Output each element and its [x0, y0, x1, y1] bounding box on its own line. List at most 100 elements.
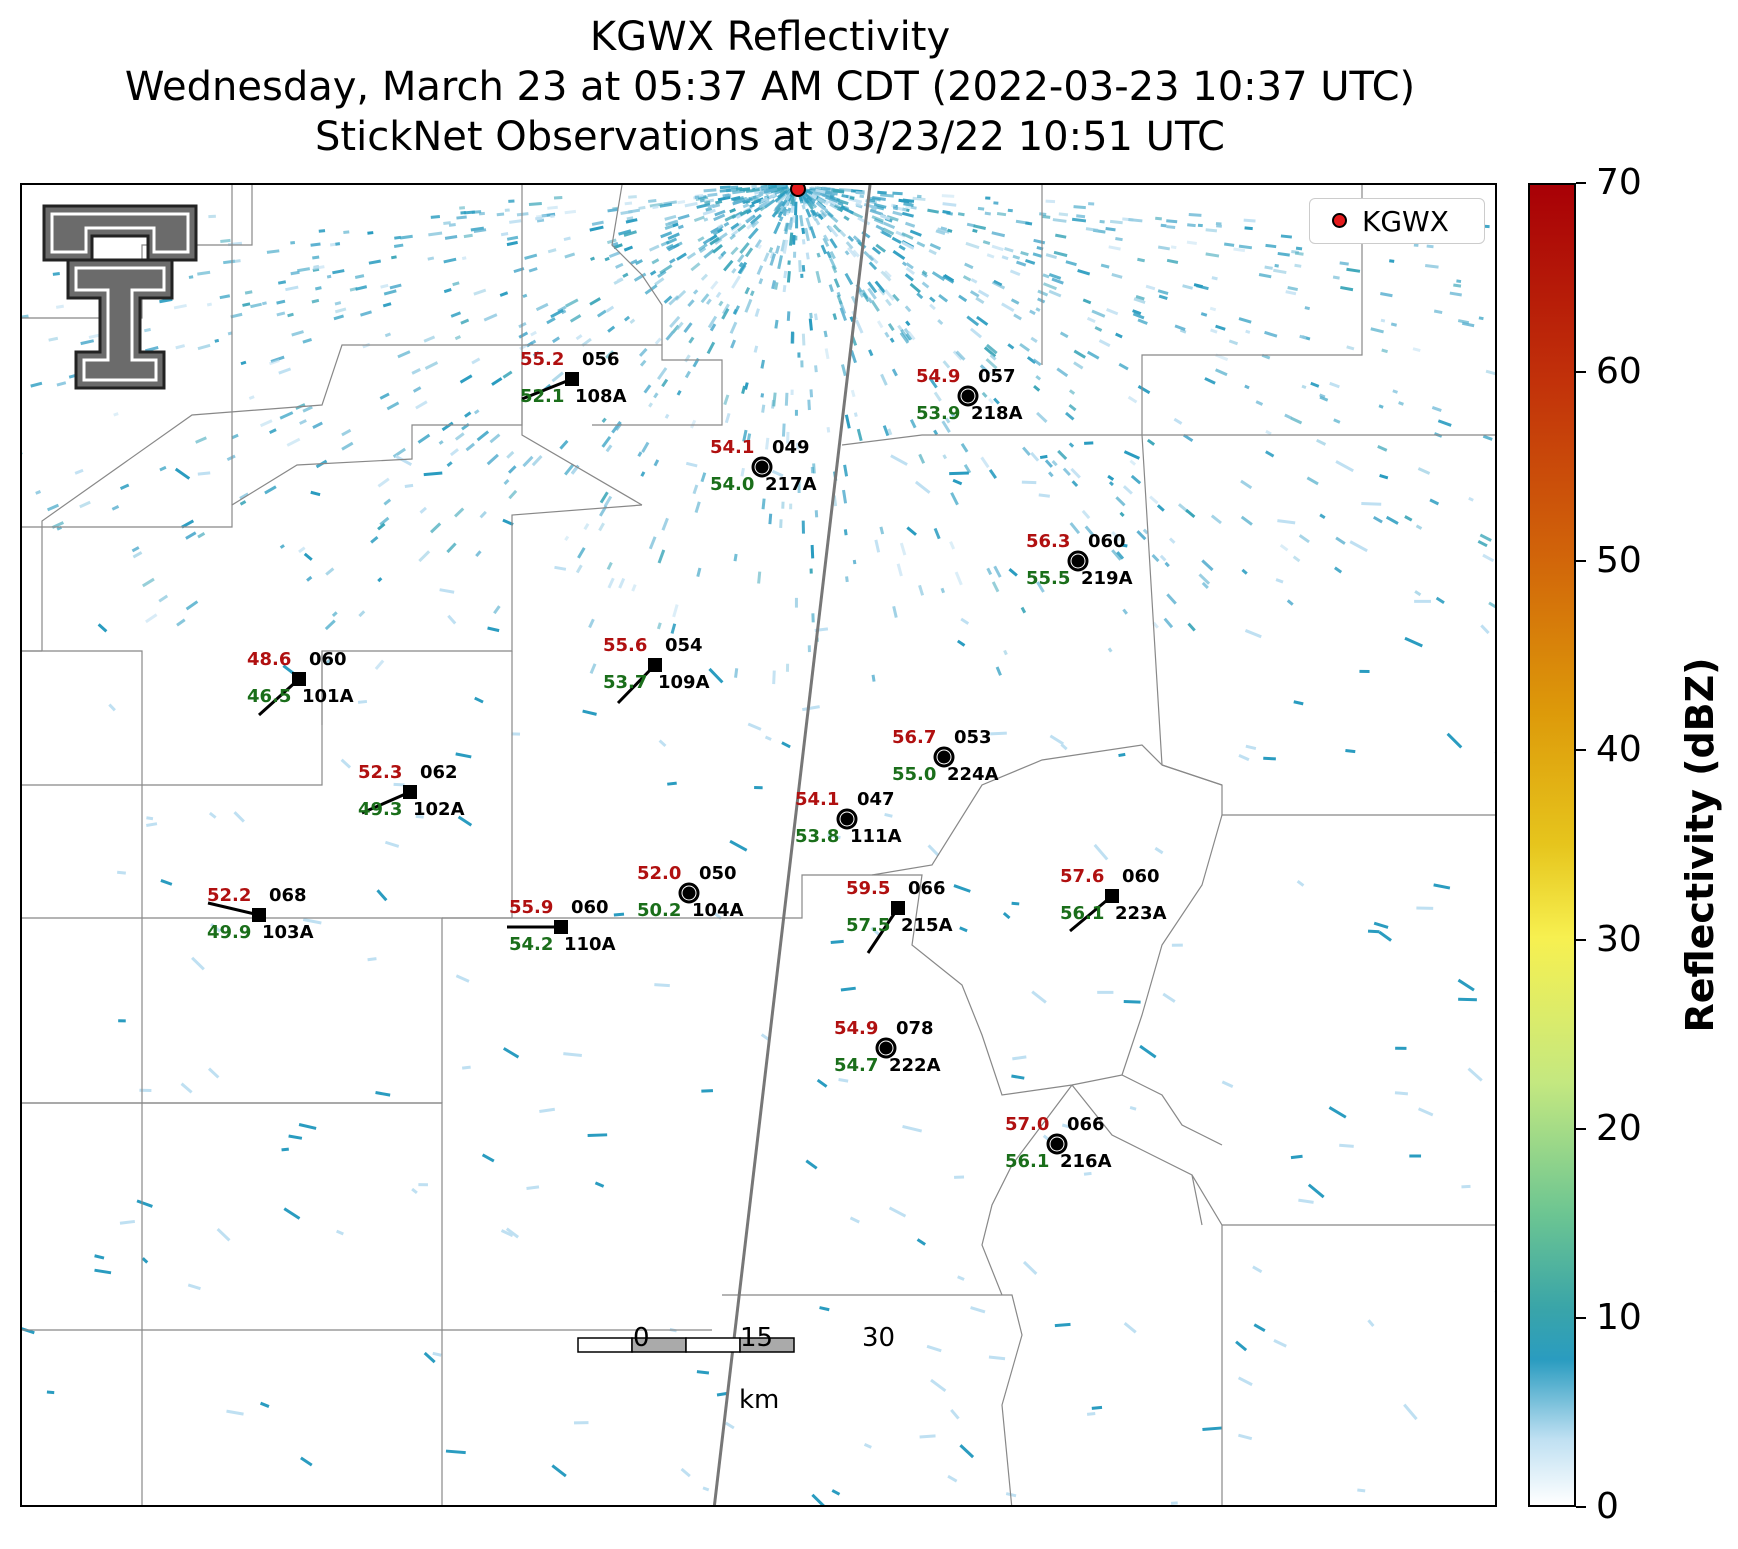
- reflectivity-echo: [460, 318, 470, 325]
- colorbar-tick-label: 10: [1596, 1296, 1642, 1338]
- station-id: 110A: [564, 934, 616, 955]
- reflectivity-echo: [659, 202, 673, 208]
- reflectivity-echo: [774, 319, 779, 329]
- reflectivity-echo: [966, 315, 980, 327]
- station-dewpoint: 54.7: [834, 1055, 878, 1076]
- station-id: 102A: [413, 799, 465, 820]
- station-plot-109A[interactable]: 55.6 054 53.7 109A: [603, 635, 710, 705]
- reflectivity-echo: [815, 190, 827, 197]
- station-id: 223A: [1115, 903, 1167, 924]
- reflectivity-echo: [991, 581, 1000, 593]
- station-plot-215A[interactable]: 59.5 066 57.5 215A: [846, 878, 953, 954]
- reflectivity-echo: [801, 204, 806, 210]
- reflectivity-echo: [830, 939, 844, 944]
- reflectivity-echo: [638, 205, 646, 210]
- station-plot-224A[interactable]: 56.7 053 55.0 224A: [892, 727, 999, 785]
- reflectivity-echo: [231, 433, 239, 440]
- station-plot-219A[interactable]: 56.3 060 55.5 219A: [1026, 531, 1133, 589]
- reflectivity-echo: [471, 210, 482, 214]
- reflectivity-echo: [341, 441, 354, 451]
- station-marker-ring: [1070, 553, 1086, 569]
- reflectivity-echo: [505, 1227, 520, 1239]
- reflectivity-echo: [539, 1107, 556, 1114]
- scale-unit: km: [739, 1385, 780, 1415]
- reflectivity-echo: [723, 221, 730, 227]
- reflectivity-echo: [716, 1391, 728, 1397]
- reflectivity-echo: [1349, 540, 1368, 553]
- reflectivity-echo: [768, 247, 774, 254]
- reflectivity-echo: [244, 290, 253, 295]
- reflectivity-echo: [1123, 1000, 1141, 1004]
- reflectivity-echo: [843, 215, 850, 222]
- reflectivity-echo: [1287, 286, 1298, 292]
- station-plot-217A[interactable]: 54.1 049 54.0 217A: [710, 437, 817, 495]
- reflectivity-echo: [1084, 525, 1094, 536]
- reflectivity-echo: [904, 273, 914, 282]
- station-plot-101A[interactable]: 48.6 060 46.5 101A: [247, 649, 354, 717]
- station-id: 109A: [658, 672, 710, 693]
- station-plot-223A[interactable]: 57.6 060 56.1 223A: [1060, 866, 1167, 933]
- reflectivity-echo: [508, 465, 517, 474]
- reflectivity-echo: [1478, 316, 1484, 321]
- reflectivity-echo: [113, 412, 119, 417]
- reflectivity-echo: [1036, 581, 1045, 593]
- reflectivity-echo: [1032, 252, 1042, 258]
- reflectivity-echo: [649, 270, 657, 276]
- reflectivity-echo: [1416, 906, 1434, 910]
- station-plot-222A[interactable]: 54.9 078 54.7 222A: [834, 1018, 941, 1076]
- reflectivity-echo: [1357, 1488, 1366, 1493]
- reflectivity-echo: [1065, 411, 1075, 421]
- reflectivity-echo: [828, 225, 839, 238]
- station-pressure: 054: [665, 635, 703, 656]
- reflectivity-echo: [765, 437, 770, 450]
- reflectivity-echo: [712, 244, 723, 254]
- reflectivity-echo: [1233, 247, 1246, 253]
- reflectivity-echo: [1185, 508, 1196, 519]
- reflectivity-echo: [463, 233, 473, 239]
- reflectivity-echo: [48, 336, 59, 342]
- reflectivity-echo: [195, 436, 207, 444]
- reflectivity-echo: [132, 551, 143, 559]
- reflectivity-echo: [665, 219, 679, 227]
- station-plot-218A[interactable]: 54.9 057 53.9 218A: [916, 366, 1023, 424]
- reflectivity-echo: [965, 241, 980, 250]
- reflectivity-echo: [852, 559, 857, 565]
- station-plot-111A[interactable]: 54.1 047 53.8 111A: [795, 789, 902, 847]
- reflectivity-echo: [1004, 247, 1014, 253]
- reflectivity-echo: [287, 312, 294, 318]
- station-temperature: 59.5: [846, 878, 890, 899]
- radar-radial-line: [712, 185, 872, 1505]
- reflectivity-echo: [1170, 1501, 1178, 1505]
- reflectivity-echo: [1059, 331, 1069, 339]
- reflectivity-echo: [1051, 277, 1064, 285]
- reflectivity-echo: [716, 228, 723, 234]
- reflectivity-echo: [1390, 322, 1397, 327]
- reflectivity-echo: [397, 350, 411, 359]
- reflectivity-echo: [1119, 511, 1125, 517]
- station-plot-102A[interactable]: 52.3 062 49.3 102A: [358, 762, 465, 820]
- map-panel[interactable]: 55.2 056 52.1 108A 54.9 057 53.9 218A 54.1 049 54.…: [20, 183, 1497, 1507]
- reflectivity-echo: [1277, 519, 1296, 525]
- station-plot-103A[interactable]: 52.2 068 49.9 103A: [207, 885, 314, 943]
- reflectivity-echo: [630, 259, 638, 265]
- reflectivity-echo: [708, 234, 718, 242]
- reflectivity-echo: [698, 243, 708, 252]
- station-pressure: 066: [1067, 1114, 1105, 1135]
- reflectivity-echo: [707, 203, 716, 209]
- station-plot-110A[interactable]: 55.9 060 54.2 110A: [507, 897, 616, 955]
- reflectivity-echo: [975, 296, 985, 305]
- reflectivity-echo: [843, 464, 849, 477]
- reflectivity-echo: [554, 565, 567, 571]
- reflectivity-echo: [823, 187, 835, 192]
- reflectivity-echo: [656, 367, 668, 380]
- reflectivity-echo: [814, 218, 821, 226]
- reflectivity-echo: [709, 323, 717, 332]
- reflectivity-echo: [778, 216, 784, 222]
- station-plot-108A[interactable]: 55.2 056 52.1 108A: [520, 349, 627, 407]
- station-plot-104A[interactable]: 52.0 050 50.2 104A: [637, 863, 744, 921]
- reflectivity-echo: [985, 358, 998, 370]
- reflectivity-echo: [717, 223, 724, 229]
- reflectivity-echo: [1187, 622, 1196, 632]
- station-plot-216A[interactable]: 57.0 066 56.1 216A: [1005, 1114, 1112, 1172]
- reflectivity-echo: [1166, 225, 1176, 230]
